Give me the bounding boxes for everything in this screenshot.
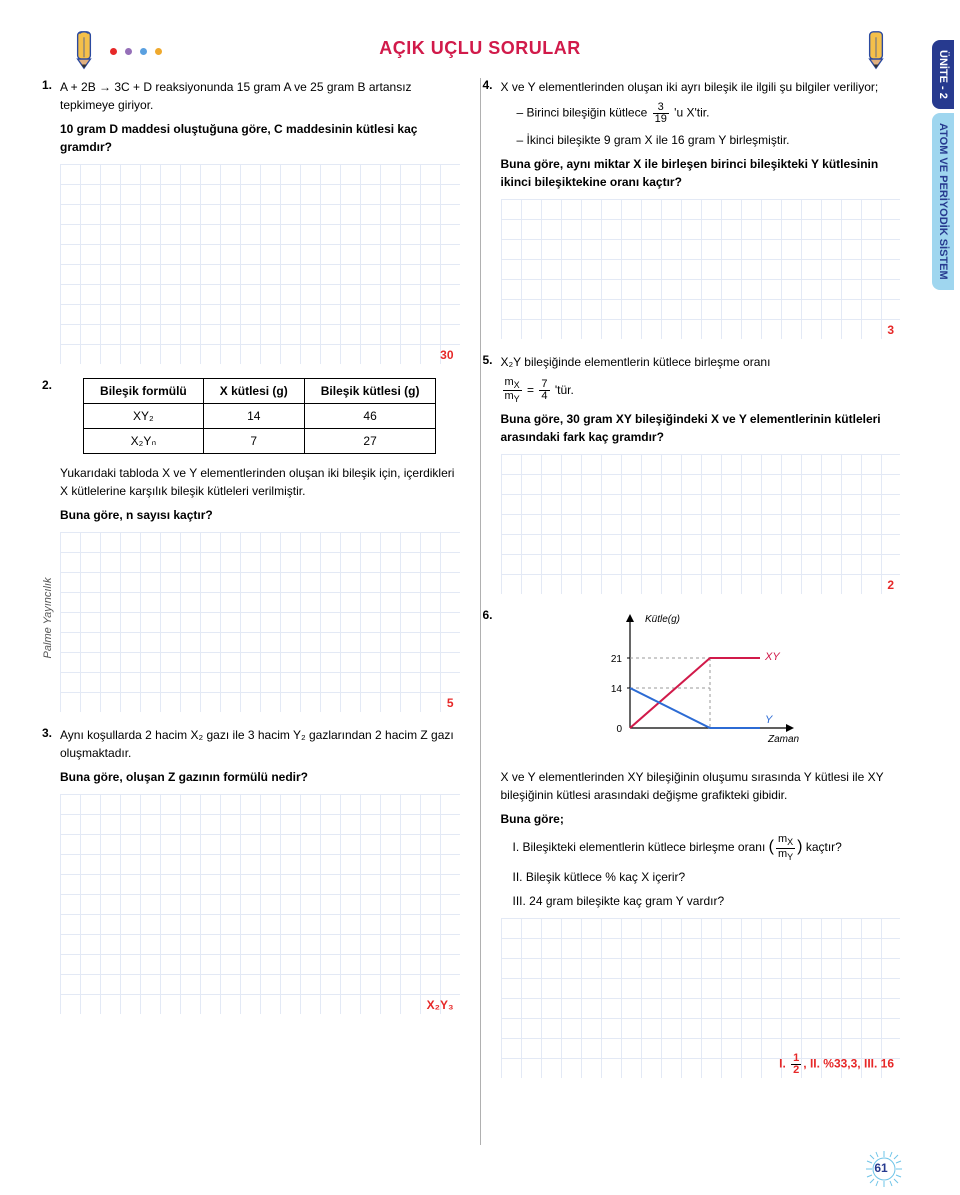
q2-text1: Yukarıdaki tabloda X ve Y elementlerinde… <box>60 464 460 500</box>
question-5: 5. X₂Y bileşiğinde elementlerin kütlece … <box>501 353 901 594</box>
right-column: 4. X ve Y elementlerinden oluşan iki ayr… <box>501 78 901 1145</box>
topic-label: ATOM VE PERİYODİK SİSTEM <box>932 113 954 290</box>
question-2: 2. Bileşik formülü X kütlesi (g) Bileşik… <box>60 378 460 712</box>
answer-value: 30 <box>440 348 453 362</box>
answer-grid: X₂Y₃ <box>60 794 460 1014</box>
q5-text2: Buna göre, 30 gram XY bileşiğindeki X ve… <box>501 410 901 446</box>
pencil-icon <box>862 30 890 70</box>
q5-ratio: mXmY = 74 'tür. <box>501 377 901 404</box>
question-number: 4. <box>483 78 493 92</box>
page-number: 61 <box>864 1149 898 1183</box>
table-header: Bileşik kütlesi (g) <box>304 379 436 404</box>
dot <box>125 48 132 55</box>
dot <box>110 48 117 55</box>
svg-text:XY: XY <box>764 651 780 663</box>
answer-grid: I. 12, II. %33,3, III. 16 <box>501 918 901 1078</box>
answer-value: 5 <box>447 696 454 710</box>
page-header: AÇIK UÇLU SORULAR <box>0 0 960 70</box>
q1-line1: A + 2B → 3C + D reaksiyonunda 15 gram A … <box>60 78 460 114</box>
question-number: 1. <box>42 78 52 92</box>
compound-table: Bileşik formülü X kütlesi (g) Bileşik kü… <box>83 378 436 454</box>
question-text: A + 2B → 3C + D reaksiyonunda 15 gram A … <box>60 78 460 156</box>
question-text: Aynı koşullarda 2 hacim X₂ gazı ile 3 ha… <box>60 726 460 786</box>
content: 1. A + 2B → 3C + D reaksiyonunda 15 gram… <box>60 78 900 1145</box>
answer-value: 3 <box>887 323 894 337</box>
table-header: X kütlesi (g) <box>203 379 304 404</box>
answer-grid: 2 <box>501 454 901 594</box>
q3-text1: Aynı koşullarda 2 hacim X₂ gazı ile 3 ha… <box>60 726 460 762</box>
column-divider: Palme Yayıncılık <box>480 78 481 1145</box>
svg-text:Zaman: Zaman <box>767 734 800 745</box>
question-4: 4. X ve Y elementlerinden oluşan iki ayr… <box>501 78 901 339</box>
mass-time-chart: 0 14 21 Kütle(g) Zaman XY <box>590 608 810 758</box>
question-text: Yukarıdaki tabloda X ve Y elementlerinde… <box>60 464 460 524</box>
q6-i2: II. Bileşik kütlece % kaç X içerir? <box>501 868 901 886</box>
question-text: X ve Y elementlerinden XY bileşiğinin ol… <box>501 768 901 909</box>
answer-value: 2 <box>887 578 894 592</box>
unit-label: ÜNİTE - 2 <box>932 40 954 109</box>
question-number: 5. <box>483 353 493 367</box>
q1-line2: 10 gram D maddesi oluştuğuna göre, C mad… <box>60 120 460 156</box>
side-tab: ÜNİTE - 2 ATOM VE PERİYODİK SİSTEM <box>932 40 960 380</box>
question-6: 6. 0 14 21 <box>501 608 901 1077</box>
dot <box>155 48 162 55</box>
answer-grid: 3 <box>501 199 901 339</box>
table-cell: XY₂ <box>84 404 204 429</box>
question-3: 3. Aynı koşullarda 2 hacim X₂ gazı ile 3… <box>60 726 460 1014</box>
dot <box>140 48 147 55</box>
q4-text1: X ve Y elementlerinden oluşan iki ayrı b… <box>501 78 901 96</box>
table-cell: 27 <box>304 429 436 454</box>
answer-value: X₂Y₃ <box>427 998 454 1012</box>
left-column: 1. A + 2B → 3C + D reaksiyonunda 15 gram… <box>60 78 460 1145</box>
q6-text1: X ve Y elementlerinden XY bileşiğinin ol… <box>501 768 901 804</box>
svg-text:14: 14 <box>611 684 623 695</box>
table-cell: 46 <box>304 404 436 429</box>
page-number-value: 61 <box>864 1161 898 1175</box>
q6-i3: III. 24 gram bileşikte kaç gram Y vardır… <box>501 892 901 910</box>
question-text: X₂Y bileşiğinde elementlerin kütlece bir… <box>501 353 901 446</box>
q6-i1: I. Bileşikteki elementlerin kütlece birl… <box>501 834 901 861</box>
question-number: 6. <box>483 608 493 622</box>
table-cell: 14 <box>203 404 304 429</box>
table-cell: 7 <box>203 429 304 454</box>
q2-text2: Buna göre, n sayısı kaçtır? <box>60 506 460 524</box>
svg-text:Y: Y <box>765 714 773 726</box>
svg-text:21: 21 <box>611 654 623 665</box>
publisher-watermark: Palme Yayıncılık <box>42 577 54 658</box>
svg-text:Kütle(g): Kütle(g) <box>645 614 680 625</box>
q3-text2: Buna göre, oluşan Z gazının formülü nedi… <box>60 768 460 786</box>
q5-text1: X₂Y bileşiğinde elementlerin kütlece bir… <box>501 353 901 371</box>
q6-text2: Buna göre; <box>501 810 901 828</box>
table-header: Bileşik formülü <box>84 379 204 404</box>
q4-bullet1: – Birinci bileşiğin kütlece 319 'u X'tir… <box>501 102 901 125</box>
question-number: 2. <box>42 378 52 392</box>
page-title: AÇIK UÇLU SORULAR <box>379 38 581 59</box>
answer-value: I. 12, II. %33,3, III. 16 <box>779 1053 894 1076</box>
question-text: X ve Y elementlerinden oluşan iki ayrı b… <box>501 78 901 191</box>
q4-text2: Buna göre, aynı miktar X ile birleşen bi… <box>501 155 901 191</box>
header-dots <box>110 48 162 55</box>
q4-bullet2: – İkinci bileşikte 9 gram X ile 16 gram … <box>501 131 901 149</box>
answer-grid: 5 <box>60 532 460 712</box>
question-1: 1. A + 2B → 3C + D reaksiyonunda 15 gram… <box>60 78 460 364</box>
question-number: 3. <box>42 726 52 740</box>
chart-svg: 0 14 21 Kütle(g) Zaman XY <box>590 608 810 758</box>
table-cell: X₂Yₙ <box>84 429 204 454</box>
svg-text:0: 0 <box>617 724 623 735</box>
answer-grid: 30 <box>60 164 460 364</box>
pencil-icon <box>70 30 98 70</box>
